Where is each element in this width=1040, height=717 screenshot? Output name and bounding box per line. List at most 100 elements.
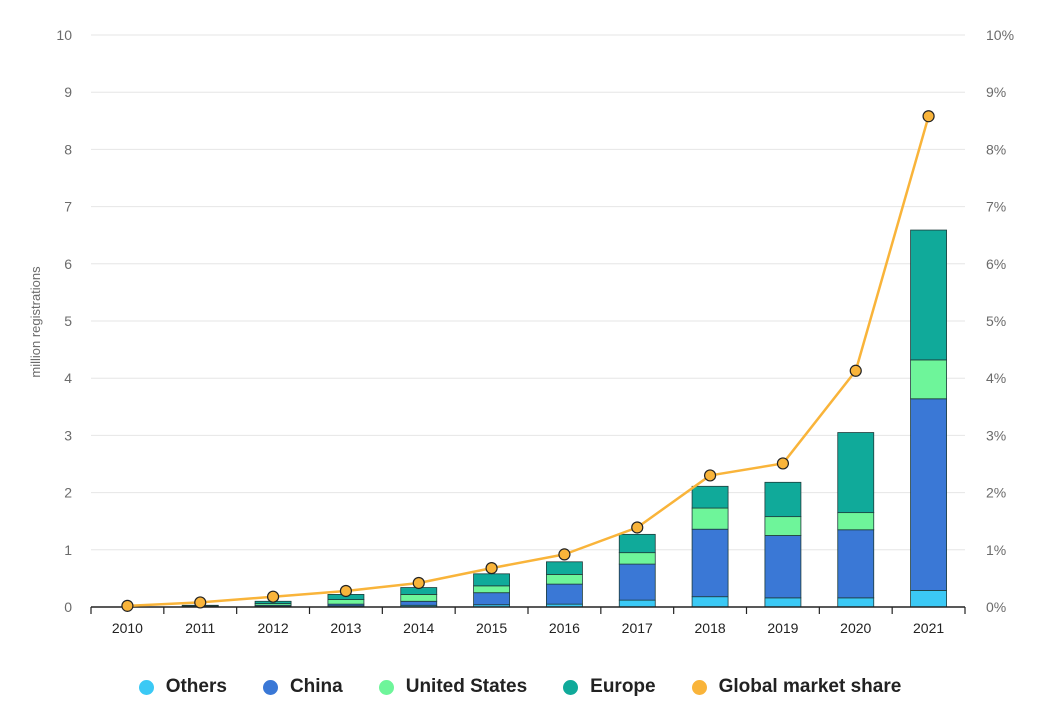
bar-china — [618, 563, 656, 601]
y2-tick-label: 9% — [986, 84, 1006, 100]
line-point — [194, 596, 207, 609]
line-point — [922, 110, 935, 123]
legend-item: Europe — [563, 676, 656, 698]
bar-others — [691, 596, 729, 608]
x-tick-label: 2014 — [403, 620, 434, 636]
legend-swatch — [138, 679, 154, 695]
bar-china — [473, 592, 510, 606]
y-tick-label: 8 — [64, 141, 72, 157]
bar-united-states — [327, 599, 365, 605]
line-point — [485, 562, 498, 575]
x-axis — [90, 606, 966, 614]
legend: Others China United States Europe Global mar… — [0, 676, 1040, 698]
bar-others — [837, 597, 875, 608]
x-tick-label: 2019 — [767, 620, 798, 636]
y2-tick-label: 7% — [986, 199, 1006, 215]
y-tick-label: 5 — [64, 313, 72, 329]
bar-united-states — [691, 507, 729, 530]
bar-others — [618, 599, 656, 608]
bar-europe — [837, 432, 875, 514]
y-axis-title: million registrations — [28, 266, 43, 378]
legend-item: United States — [378, 676, 528, 698]
x-tick-label: 2020 — [840, 620, 871, 636]
bar-united-states — [837, 512, 875, 531]
x-tick-label: 2011 — [185, 620, 215, 636]
legend-swatch — [262, 679, 278, 695]
bar-europe — [691, 485, 729, 509]
line-global-market-share — [127, 115, 930, 608]
bar-united-states — [910, 359, 947, 400]
legend-item: Global market share — [691, 676, 902, 698]
bar-china — [837, 529, 875, 599]
line-point — [339, 584, 353, 598]
x-tick-label: 2017 — [622, 620, 653, 636]
y-tick-label: 0 — [64, 599, 72, 615]
x-tick-label: 2012 — [258, 620, 289, 636]
bar-united-states — [546, 573, 583, 585]
y2-tick-label: 0% — [986, 599, 1006, 615]
legend-label: United States — [405, 676, 528, 697]
market-share-line — [121, 110, 935, 612]
y-tick-label: 7 — [64, 199, 72, 215]
y-tick-label: 3 — [64, 427, 72, 443]
y2-tick-label: 1% — [986, 542, 1006, 558]
line-point — [558, 548, 571, 561]
line-point — [121, 599, 134, 612]
bar-united-states — [764, 516, 802, 536]
bars — [181, 229, 947, 608]
bar-china — [764, 535, 802, 599]
y2-tick-label: 5% — [986, 313, 1006, 329]
x-tick-label: 2013 — [330, 620, 361, 636]
gridlines — [91, 34, 965, 551]
legend-swatch — [378, 679, 394, 695]
line-point — [776, 457, 790, 470]
chart: 0 1 2 3 4 5 6 7 8 9 10 0% 1% 2% 3% 4% 5% 6% 7% 8% 9% 10% mil… — [28, 27, 1014, 636]
y2-tick-label: 6% — [986, 256, 1006, 272]
y2-tick-label: 8% — [986, 141, 1006, 157]
legend-label: Europe — [590, 676, 656, 697]
bar-china — [400, 600, 438, 606]
y-tick-label: 10 — [56, 27, 72, 43]
line-point — [266, 590, 280, 603]
legend-label: Others — [165, 676, 227, 697]
x-tick-label: 2016 — [549, 620, 580, 636]
right-axis-ticks: 0% 1% 2% 3% 4% 5% 6% 7% 8% 9% 10% — [986, 27, 1014, 615]
y-tick-label: 2 — [64, 485, 72, 501]
left-axis-ticks: 0 1 2 3 4 5 6 7 8 9 10 — [56, 27, 72, 615]
legend-label: China — [289, 676, 343, 697]
x-axis-ticks: 2010 2011 2012 2013 2014 2015 2016 2017 2018 2019… — [112, 620, 945, 636]
legend-swatch — [691, 679, 707, 695]
legend-item: China — [262, 676, 343, 698]
line-point — [703, 469, 717, 482]
bar-europe — [546, 561, 583, 575]
bar-others — [764, 597, 802, 608]
y2-tick-label: 3% — [986, 427, 1006, 443]
line-point — [631, 521, 644, 534]
legend-label: Global market share — [718, 676, 902, 697]
y-tick-label: 6 — [64, 256, 72, 272]
bar-europe — [473, 573, 510, 587]
y2-tick-label: 10% — [986, 27, 1014, 43]
x-tick-label: 2021 — [913, 620, 944, 636]
y-tick-label: 1 — [64, 542, 72, 558]
line-point — [849, 364, 862, 377]
y2-tick-label: 4% — [986, 370, 1006, 386]
bar-united-states — [618, 552, 656, 565]
y-tick-label: 4 — [64, 370, 72, 386]
x-tick-label: 2010 — [112, 620, 143, 636]
bar-united-states — [400, 594, 438, 602]
x-tick-label: 2018 — [695, 620, 726, 636]
bar-others — [910, 590, 947, 608]
bar-china — [691, 528, 729, 598]
x-tick-label: 2015 — [476, 620, 507, 636]
legend-item: Others — [138, 676, 227, 698]
bar-china — [910, 398, 947, 591]
y2-tick-label: 2% — [986, 485, 1006, 501]
bar-europe — [764, 481, 802, 518]
bar-europe — [618, 533, 656, 554]
bar-china — [546, 583, 583, 605]
line-point — [412, 576, 425, 590]
y-tick-label: 9 — [64, 84, 72, 100]
legend-swatch — [563, 679, 579, 695]
bar-united-states — [473, 585, 510, 594]
